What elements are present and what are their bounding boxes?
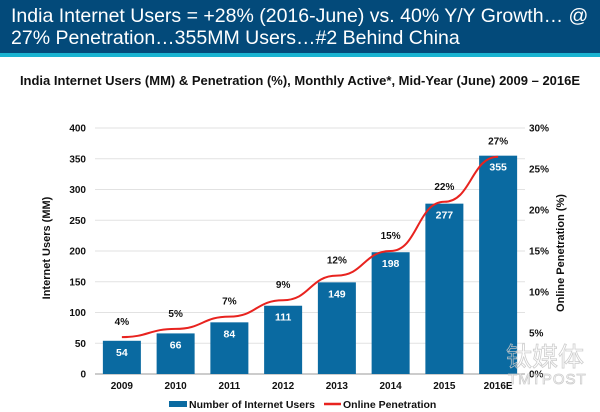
left-tick-label: 150 bbox=[69, 277, 86, 288]
bar bbox=[425, 203, 464, 374]
bar-value-label: 198 bbox=[382, 258, 400, 270]
left-tick-label: 0 bbox=[80, 370, 86, 381]
penetration-labels: 4% 5% 7% 9% 12% 15% 22% 27% bbox=[115, 137, 509, 328]
penetration-line bbox=[121, 155, 499, 339]
watermark-en: TMTPOST bbox=[508, 371, 587, 388]
left-tick-label: 50 bbox=[75, 339, 87, 350]
x-axis-ticks: 2009 2010 2011 2012 2013 2014 2015 2016E bbox=[111, 381, 513, 392]
bar bbox=[371, 252, 410, 374]
bar-value-label: 277 bbox=[436, 210, 454, 222]
bar-value-label: 111 bbox=[275, 312, 292, 324]
left-tick-label: 250 bbox=[69, 216, 86, 227]
x-tick-label: 2015 bbox=[433, 381, 456, 392]
right-tick-label: 10% bbox=[529, 288, 549, 299]
bar bbox=[102, 340, 141, 374]
bars bbox=[102, 155, 518, 374]
header-accent-line bbox=[0, 53, 600, 57]
bar-value-label: 355 bbox=[489, 162, 507, 174]
left-tick-label: 200 bbox=[69, 247, 86, 258]
penetration-value-label: 9% bbox=[276, 280, 291, 291]
x-tick-label: 2013 bbox=[326, 381, 349, 392]
bar-value-label: 66 bbox=[170, 339, 182, 351]
legend-label-users: Number of Internet Users bbox=[189, 399, 315, 411]
legend: Number of Internet Users Online Penetrat… bbox=[169, 399, 436, 411]
watermark: 钛媒体 TMTPOST bbox=[506, 342, 587, 389]
chart-title: India Internet Users (MM) & Penetration … bbox=[19, 73, 581, 88]
penetration-value-label: 7% bbox=[222, 297, 237, 308]
left-tick-label: 350 bbox=[69, 154, 86, 165]
penetration-value-label: 22% bbox=[434, 182, 454, 193]
bar-value-label: 84 bbox=[224, 328, 236, 340]
bar bbox=[264, 305, 303, 374]
penetration-value-label: 12% bbox=[327, 256, 347, 267]
right-tick-label: 20% bbox=[529, 206, 549, 217]
left-axis-title: Internet Users (MM) bbox=[41, 196, 53, 299]
bar bbox=[479, 155, 518, 374]
bar bbox=[317, 282, 356, 374]
right-tick-label: 5% bbox=[529, 329, 544, 340]
penetration-value-label: 4% bbox=[115, 317, 130, 328]
bar bbox=[156, 333, 195, 374]
bar bbox=[210, 322, 249, 374]
x-tick-label: 2010 bbox=[165, 381, 188, 392]
penetration-value-label: 15% bbox=[381, 231, 401, 242]
x-tick-label: 2011 bbox=[219, 381, 241, 392]
x-tick-label: 2016E bbox=[484, 381, 513, 392]
right-axis-ticks: 0% 5% 10% 15% 20% 25% 30% bbox=[529, 124, 549, 381]
right-tick-label: 25% bbox=[529, 165, 549, 176]
penetration-value-label: 27% bbox=[488, 137, 508, 148]
legend-label-penetration: Online Penetration bbox=[343, 399, 436, 411]
x-tick-label: 2014 bbox=[380, 381, 403, 392]
left-axis-ticks: 0 50 100 150 200 250 300 350 400 bbox=[69, 124, 86, 381]
bar-labels: 54 66 84 111 149 198 277 355 bbox=[116, 162, 507, 359]
right-tick-label: 30% bbox=[529, 124, 549, 135]
left-tick-label: 300 bbox=[69, 185, 86, 196]
slide-title: India Internet Users = +28% (2016-June) … bbox=[11, 5, 589, 49]
slide-header bbox=[0, 0, 600, 53]
right-axis-title: Online Penetration (%) bbox=[555, 194, 567, 312]
penetration-value-label: 5% bbox=[168, 309, 183, 320]
bar-value-label: 54 bbox=[116, 347, 128, 359]
x-tick-label: 2012 bbox=[272, 381, 295, 392]
bar-value-label: 149 bbox=[328, 288, 346, 300]
x-tick-label: 2009 bbox=[111, 381, 134, 392]
right-tick-label: 15% bbox=[529, 247, 549, 258]
right-tick-label: 0% bbox=[529, 370, 544, 381]
left-tick-label: 400 bbox=[69, 124, 86, 135]
penetration-line-path bbox=[121, 155, 499, 339]
watermark-cn: 钛媒体 bbox=[506, 342, 584, 372]
left-tick-label: 100 bbox=[69, 308, 86, 319]
legend-swatch-bar bbox=[169, 401, 187, 407]
